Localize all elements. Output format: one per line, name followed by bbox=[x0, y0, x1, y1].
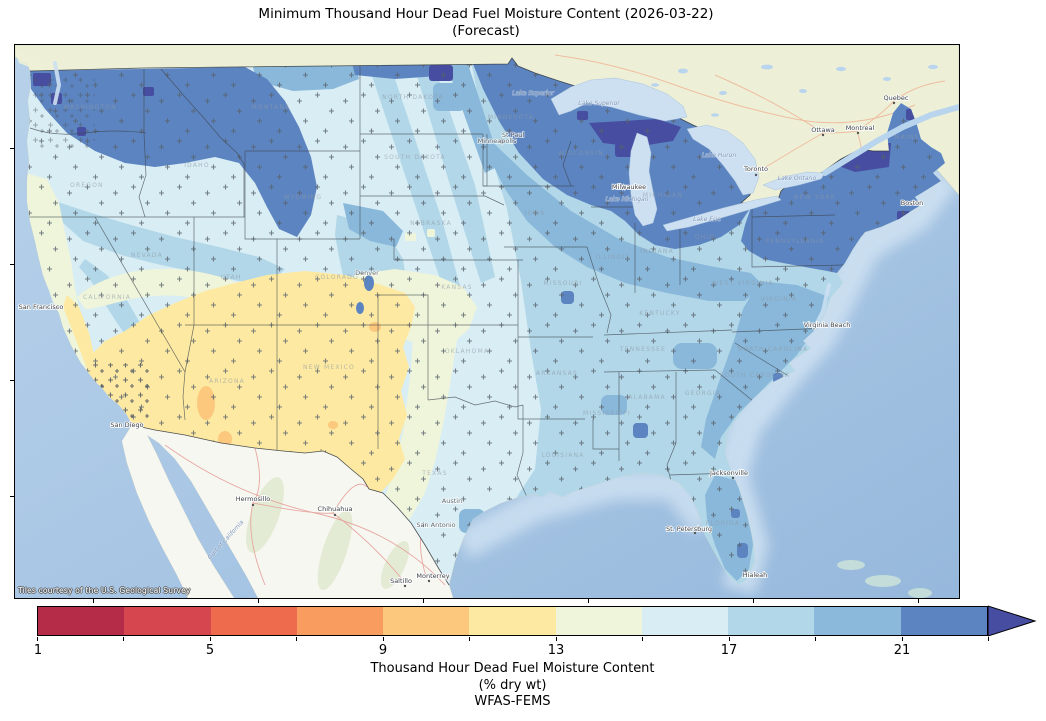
colorbar-segment bbox=[555, 607, 642, 635]
map-axes: WASHINGTON OREGON CALIFORNIA NEVADA IDAH… bbox=[10, 44, 960, 603]
colorbar-segment bbox=[900, 607, 987, 635]
colorbar-segment bbox=[124, 607, 211, 635]
figure-title-line1: Minimum Thousand Hour Dead Fuel Moisture… bbox=[258, 6, 714, 22]
colorbar-segment bbox=[728, 607, 815, 635]
colorbar-segment bbox=[210, 607, 297, 635]
colorbar-tick-label: 17 bbox=[720, 643, 738, 658]
colorbar-extend-arrow bbox=[988, 605, 1037, 637]
lake-superior bbox=[550, 77, 688, 122]
mexico bbox=[122, 425, 453, 598]
lake-michigan bbox=[628, 132, 658, 227]
figure-title: Minimum Thousand Hour Dead Fuel Moisture… bbox=[14, 6, 958, 40]
colorbar-title: Thousand Hour Dead Fuel Moisture Content… bbox=[37, 661, 988, 711]
colorbar-tick-label: 5 bbox=[205, 643, 215, 658]
colorbar-segment bbox=[641, 607, 729, 635]
colorbar-title-line2: (% dry wt) bbox=[478, 677, 547, 693]
city-dots bbox=[56, 101, 910, 588]
colorbar-segment bbox=[296, 607, 384, 635]
colorbar-title-line1: Thousand Hour Dead Fuel Moisture Content bbox=[370, 661, 655, 676]
mexico-terrain bbox=[246, 477, 410, 591]
map-canvas: WASHINGTON OREGON CALIFORNIA NEVADA IDAH… bbox=[15, 45, 959, 598]
colorbar bbox=[37, 606, 988, 636]
great-lakes bbox=[550, 77, 826, 232]
st-lawrence-river bbox=[822, 104, 959, 176]
lake-ontario bbox=[762, 171, 826, 191]
puget-sound bbox=[53, 61, 62, 105]
lake-erie bbox=[662, 195, 782, 232]
colorbar-title-line3: WFAS-FEMS bbox=[474, 694, 551, 709]
colorbar-segment bbox=[814, 607, 901, 635]
colorbar-segment bbox=[38, 607, 125, 635]
colorbar-segment bbox=[469, 607, 556, 635]
bahama-banks bbox=[837, 560, 932, 598]
vancouver-island bbox=[15, 51, 47, 70]
state-boundaries bbox=[28, 61, 846, 498]
colorbar-tick-label: 9 bbox=[378, 643, 388, 658]
colorbar-segment bbox=[383, 607, 470, 635]
tiles-attribution: Tiles courtesy of the U.S. Geological Su… bbox=[18, 586, 191, 595]
colorbar-tick-label: 1 bbox=[33, 643, 43, 658]
canada-lakes bbox=[651, 64, 938, 117]
colorbar-tick-label: 21 bbox=[893, 643, 911, 658]
colorbar-tick-label: 13 bbox=[547, 643, 565, 658]
chesapeake-bay bbox=[813, 283, 831, 329]
lake-huron bbox=[686, 124, 760, 196]
figure-title-line2: (Forecast) bbox=[452, 23, 520, 39]
gulf-shelf bbox=[455, 470, 717, 559]
